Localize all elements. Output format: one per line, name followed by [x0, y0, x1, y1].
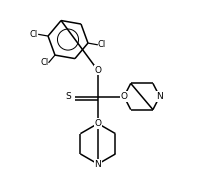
Text: O: O	[94, 66, 101, 75]
Text: S: S	[66, 92, 71, 101]
Text: Cl: Cl	[98, 40, 106, 49]
Text: N: N	[156, 92, 163, 101]
Text: O: O	[94, 119, 101, 128]
Text: N: N	[95, 160, 101, 168]
Text: Cl: Cl	[30, 30, 38, 39]
Text: O: O	[120, 92, 127, 101]
Text: Cl: Cl	[40, 58, 49, 67]
